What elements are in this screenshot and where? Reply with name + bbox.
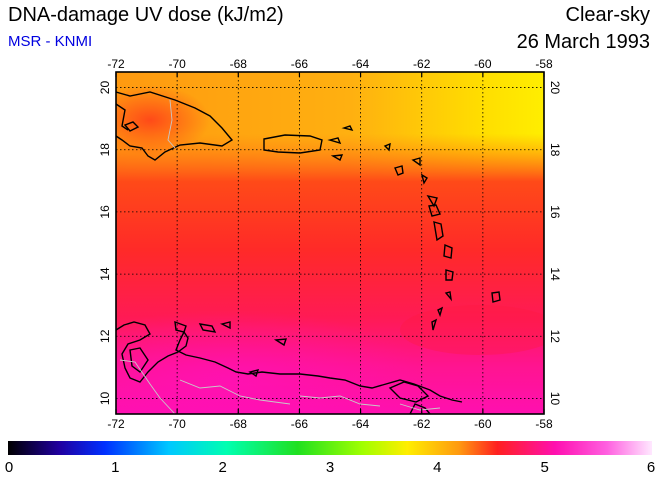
source-label: MSR - KNMI: [8, 33, 93, 50]
longitude-tick-label: -70: [168, 417, 186, 431]
longitude-labels-top: -72 -70 -68 -66 -64 -62 -60 -58: [107, 57, 553, 77]
longitude-tick-label: -68: [230, 417, 248, 431]
longitude-tick-label: -60: [474, 57, 492, 71]
latitude-tick-label: 10: [98, 391, 112, 405]
longitude-tick-label: -60: [474, 417, 492, 431]
colorbar-tick-label: 3: [325, 459, 335, 476]
colorbar-tick-label: 6: [646, 459, 656, 476]
coastlines: [116, 91, 501, 414]
latitude-tick-label: 16: [98, 205, 112, 219]
graticule: [116, 72, 544, 414]
chart-title: DNA-damage UV dose (kJ/m2): [8, 4, 284, 26]
country-borders: [119, 99, 441, 414]
latitude-tick-label: 20: [548, 81, 562, 95]
uv-dose-field: [116, 72, 544, 414]
latitude-tick-label: 12: [548, 330, 562, 344]
virgin-islands-coast: [327, 125, 354, 162]
tortuga-coast: [123, 121, 140, 132]
puerto-rico-coast: [263, 134, 323, 154]
latitude-tick-label: 12: [98, 329, 112, 343]
date-label: 26 March 1993: [516, 31, 650, 53]
longitude-tick-label: -72: [107, 417, 125, 431]
longitude-tick-label: -58: [535, 57, 553, 71]
hispaniola-coast: [116, 91, 234, 161]
longitude-tick-label: -64: [352, 57, 370, 71]
longitude-tick-label: -66: [291, 57, 309, 71]
colorbar: [8, 441, 652, 455]
colorbar-tick-label: 1: [111, 459, 120, 476]
colorbar-tick-label: 5: [540, 459, 549, 476]
longitude-tick-label: -64: [352, 417, 370, 431]
latitude-tick-label: 18: [548, 143, 562, 157]
longitude-tick-label: -72: [107, 57, 125, 71]
latitude-tick-label: 16: [548, 205, 562, 219]
latitude-labels-left: 10 12 14 16 18 20: [98, 81, 112, 406]
map-frame: [115, 71, 545, 415]
latitude-tick-label: 18: [98, 143, 112, 157]
longitude-tick-label: -62: [413, 417, 431, 431]
longitude-labels-bottom: -72 -70 -68 -66 -64 -62 -60 -58: [107, 409, 553, 431]
south-america-coast: [116, 321, 463, 403]
latitude-tick-label: 20: [98, 81, 112, 95]
latitude-tick-label: 14: [98, 267, 112, 281]
lake-maracaibo-coast: [129, 347, 149, 374]
longitude-tick-label: -66: [291, 417, 309, 431]
longitude-tick-label: -62: [413, 57, 431, 71]
latitude-tick-label: 10: [548, 392, 562, 406]
longitude-tick-label: -68: [230, 57, 248, 71]
lesser-antilles-coast: [383, 142, 501, 331]
colorbar-tick-label: 4: [433, 459, 442, 476]
colorbar-tick-label: 0: [4, 459, 14, 476]
colorbar-tick-label: 2: [218, 459, 227, 476]
latitude-tick-label: 14: [548, 267, 562, 281]
longitude-tick-label: -70: [168, 57, 186, 71]
latitude-labels-right: 10 12 14 16 18 20: [548, 81, 562, 406]
gulf-of-paria-coast: [388, 381, 431, 414]
longitude-tick-label: -58: [535, 417, 553, 431]
sky-condition-label: Clear-sky: [565, 4, 650, 26]
